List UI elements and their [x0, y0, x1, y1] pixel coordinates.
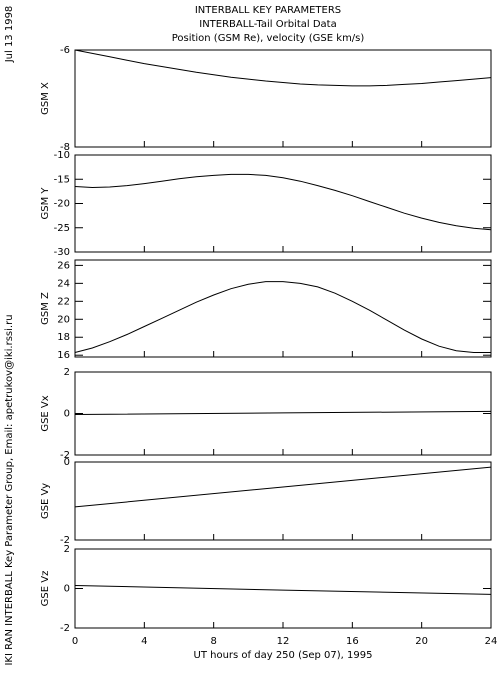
y-axis-label: GSE Vy: [40, 483, 51, 519]
data-line: [74, 466, 492, 508]
x-tick-label: 12: [277, 636, 290, 647]
data-line: [74, 281, 491, 353]
x-tick-label: 8: [210, 636, 216, 647]
chart-title: INTERBALL-Tail Orbital Data: [199, 19, 336, 30]
data-line: [74, 173, 492, 231]
chart-title: INTERBALL KEY PARAMETERS: [195, 5, 341, 16]
y-tick-label: 2: [64, 367, 70, 378]
y-tick-label: -8: [60, 142, 70, 153]
y-tick-label: 24: [57, 278, 70, 289]
y-tick-label: -30: [54, 247, 70, 258]
panel-frame: [74, 49, 492, 148]
y-axis-label: GSM Z: [40, 292, 51, 325]
y-tick-label: 0: [64, 457, 70, 468]
y-tick-label: -10: [54, 150, 70, 161]
y-tick-label: -20: [54, 199, 70, 210]
y-tick-label: 16: [57, 350, 70, 361]
x-axis-label: UT hours of day 250 (Sep 07), 1995: [194, 650, 373, 661]
y-tick-label: -15: [54, 174, 70, 185]
panel-frame: [74, 548, 492, 629]
data-line: [74, 585, 492, 595]
data-line: [74, 410, 492, 415]
y-tick-label: 0: [64, 584, 70, 595]
y-tick-label: 18: [57, 332, 70, 343]
panel-frame: [74, 371, 492, 456]
y-tick-label: 2: [64, 544, 70, 555]
x-tick-label: 20: [415, 636, 428, 647]
y-tick-label: -6: [60, 45, 70, 56]
x-tick-label: 0: [72, 636, 78, 647]
y-tick-label: -25: [54, 223, 70, 234]
credit-note: IKI RAN INTERBALL Key Parameter Group, E…: [4, 314, 15, 665]
x-tick-label: 4: [141, 636, 147, 647]
y-tick-label: -2: [60, 623, 70, 634]
y-tick-label: 22: [57, 296, 70, 307]
x-tick-label: 16: [346, 636, 359, 647]
y-tick-label: 20: [57, 314, 70, 325]
x-tick-label: 24: [485, 636, 498, 647]
y-axis-label: GSM Y: [40, 187, 51, 220]
y-tick-label: -2: [60, 535, 70, 546]
date-note: Jul 13 1998: [4, 6, 15, 64]
y-tick-label: 0: [64, 409, 70, 420]
y-tick-label: -2: [60, 450, 70, 461]
y-axis-label: GSE Vz: [40, 571, 51, 607]
panel-frame: [74, 154, 492, 253]
y-tick-label: 26: [57, 260, 70, 271]
panel-frame: [74, 259, 492, 358]
y-axis-label: GSE Vx: [40, 395, 51, 431]
chart-title: Position (GSM Re), velocity (GSE km/s): [172, 33, 365, 44]
data-line: [74, 49, 492, 87]
y-axis-label: GSM X: [40, 82, 51, 115]
